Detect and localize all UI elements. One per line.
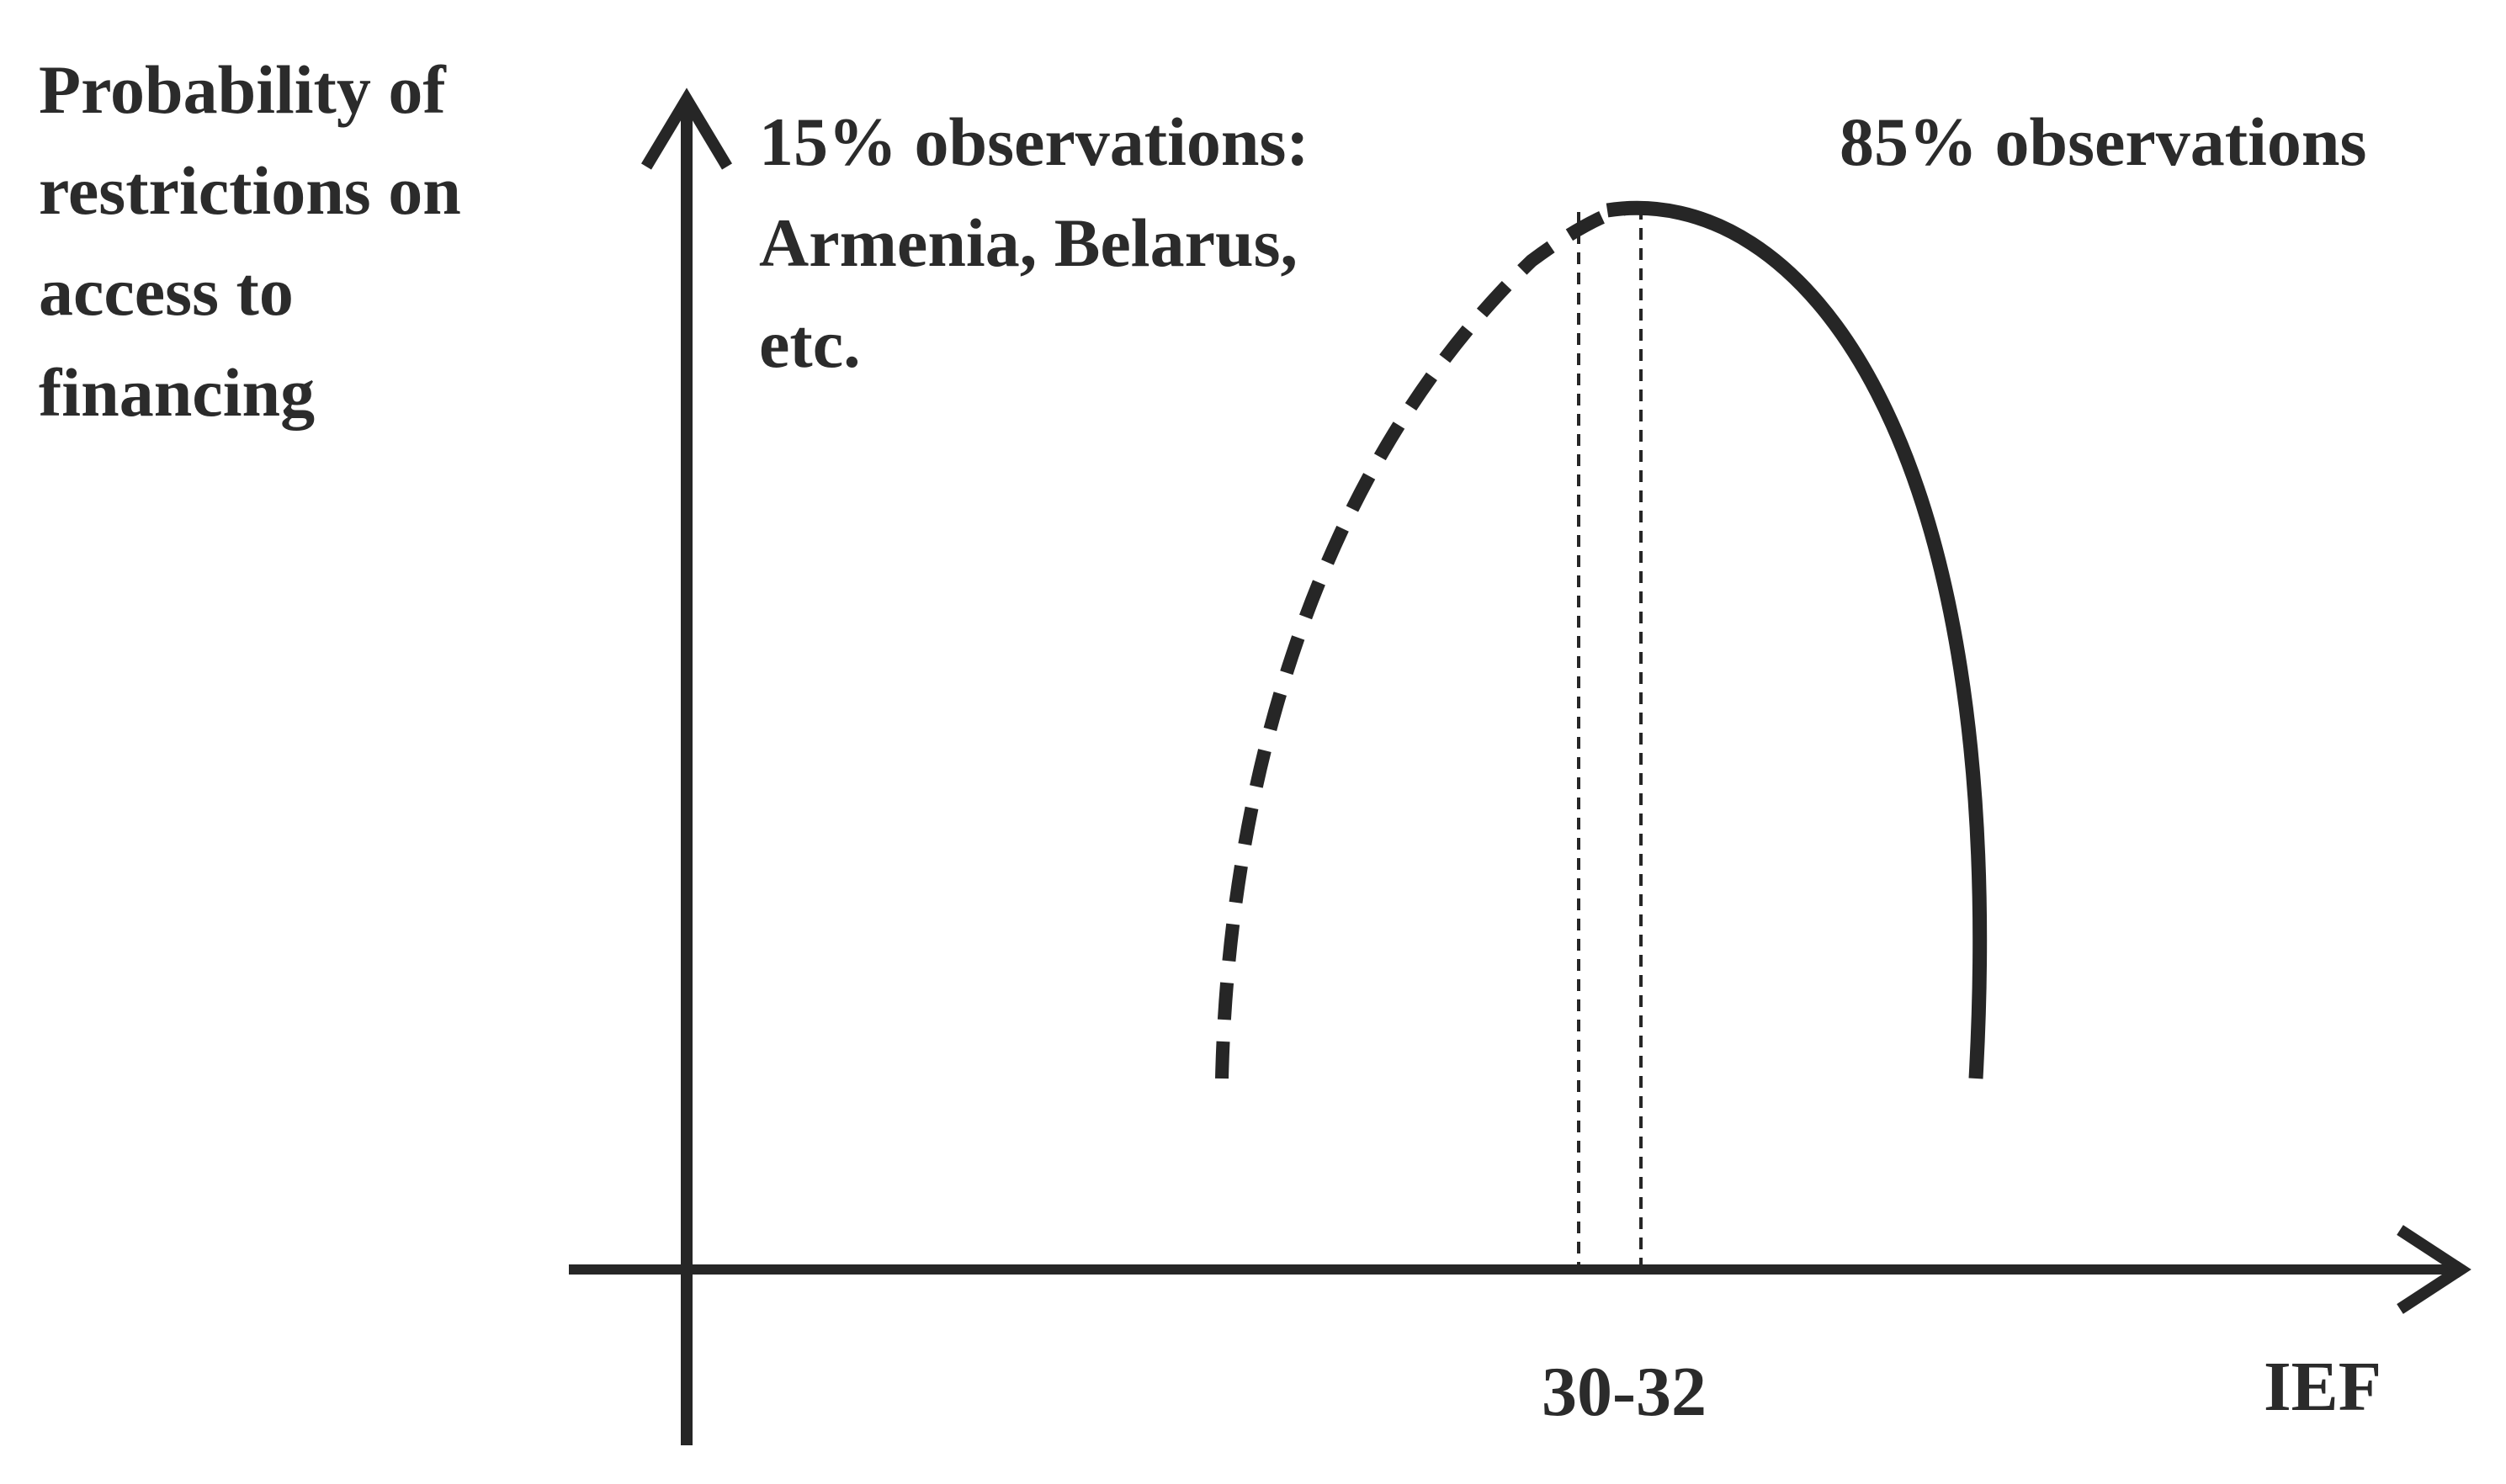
y-axis-label-line: financing bbox=[39, 354, 315, 431]
y-axis-arrowhead bbox=[640, 87, 733, 170]
solid-falling-curve bbox=[1606, 200, 1988, 1079]
x-axis-label: IEF bbox=[2264, 1348, 2381, 1426]
y-axis-label-line: Probability of bbox=[39, 51, 447, 128]
y-axis-label-line: restrictions on bbox=[39, 152, 461, 229]
y-axis-label-line: access to bbox=[39, 253, 294, 330]
left-annotation: 15% observations: Armenia, Belarus, etc. bbox=[759, 103, 1326, 382]
y-axis bbox=[640, 87, 733, 1445]
x-tick-label: 30-32 bbox=[1542, 1353, 1707, 1431]
right-annotation: 85% observations bbox=[1840, 103, 2366, 180]
dashed-rising-curve bbox=[1215, 201, 1630, 1079]
left-annotation-line: 15% observations: bbox=[759, 103, 1309, 180]
left-annotation-line: Armenia, Belarus, bbox=[759, 204, 1298, 281]
x-axis-arrowhead bbox=[2397, 1225, 2471, 1314]
left-annotation-line: etc. bbox=[759, 305, 861, 382]
x-axis bbox=[569, 1225, 2471, 1314]
y-axis-label: Probability of restrictions on access to… bbox=[39, 51, 478, 431]
